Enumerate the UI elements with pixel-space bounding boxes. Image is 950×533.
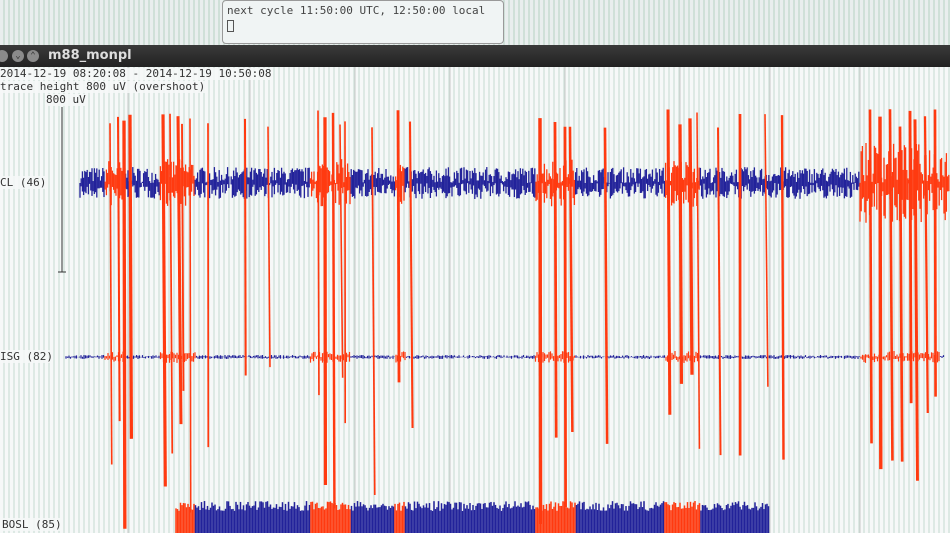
event-spike — [688, 118, 694, 375]
maximize-button[interactable]: ⌃ — [27, 50, 39, 62]
event-spike — [553, 122, 558, 438]
event-spike — [267, 126, 271, 368]
event-spike — [128, 114, 134, 439]
event-spike — [563, 126, 567, 508]
window-title: m88_monpl — [48, 48, 132, 63]
event-spike — [678, 124, 684, 384]
event-spike — [603, 127, 609, 444]
minimize-button[interactable]: ⌄ — [12, 50, 24, 62]
event-spike — [371, 127, 376, 495]
event-spike — [933, 109, 937, 397]
event-spike — [898, 126, 904, 462]
event-spike — [317, 110, 320, 396]
trace-height-label: trace height 800 uV (overshoot) — [0, 80, 206, 93]
event-spike — [243, 118, 247, 376]
event-spike — [913, 119, 919, 481]
event-spike — [868, 109, 873, 444]
event-spike — [696, 112, 701, 449]
event-spike — [109, 123, 113, 465]
event-spike — [189, 118, 192, 513]
station-label-isg: ISG (82) — [0, 350, 53, 363]
terminal-window[interactable]: next cycle 11:50:00 UTC, 12:50:00 local — [222, 0, 504, 44]
event-spike — [666, 109, 672, 415]
window-titlebar[interactable]: ⌄ ⌃ m88_monpl — [0, 45, 950, 67]
terminal-output: next cycle 11:50:00 UTC, 12:50:00 local — [227, 4, 486, 17]
time-range: 2014-12-19 08:20:08 - 2014-12-19 10:50:0… — [0, 67, 272, 80]
event-spike — [408, 121, 414, 428]
event-spike — [717, 127, 722, 456]
event-spike — [780, 115, 785, 460]
event-spike — [878, 116, 883, 470]
event-spike — [339, 124, 344, 378]
seismogram-plot: 2014-12-19 08:20:08 - 2014-12-19 10:50:0… — [0, 67, 950, 533]
event-spike — [122, 120, 127, 529]
event-spike — [396, 110, 401, 383]
event-spike — [176, 116, 183, 425]
event-spike — [923, 116, 929, 413]
station-label-cl: CL (46) — [0, 176, 47, 189]
station-label-bosl: BOSL (85) — [2, 518, 62, 531]
scale-label: 800 uV — [46, 93, 86, 106]
event-spike — [116, 116, 121, 422]
event-spike — [169, 113, 174, 454]
trace-canvas — [58, 67, 950, 533]
event-spike — [888, 109, 894, 461]
event-spike — [161, 114, 167, 487]
terminal-cursor — [227, 20, 234, 32]
event-spike — [568, 126, 574, 432]
event-spike — [908, 110, 913, 404]
close-button[interactable] — [0, 50, 8, 62]
event-spike — [538, 118, 543, 524]
event-spike — [764, 114, 769, 387]
event-spike — [181, 123, 185, 391]
event-spike — [331, 112, 336, 509]
